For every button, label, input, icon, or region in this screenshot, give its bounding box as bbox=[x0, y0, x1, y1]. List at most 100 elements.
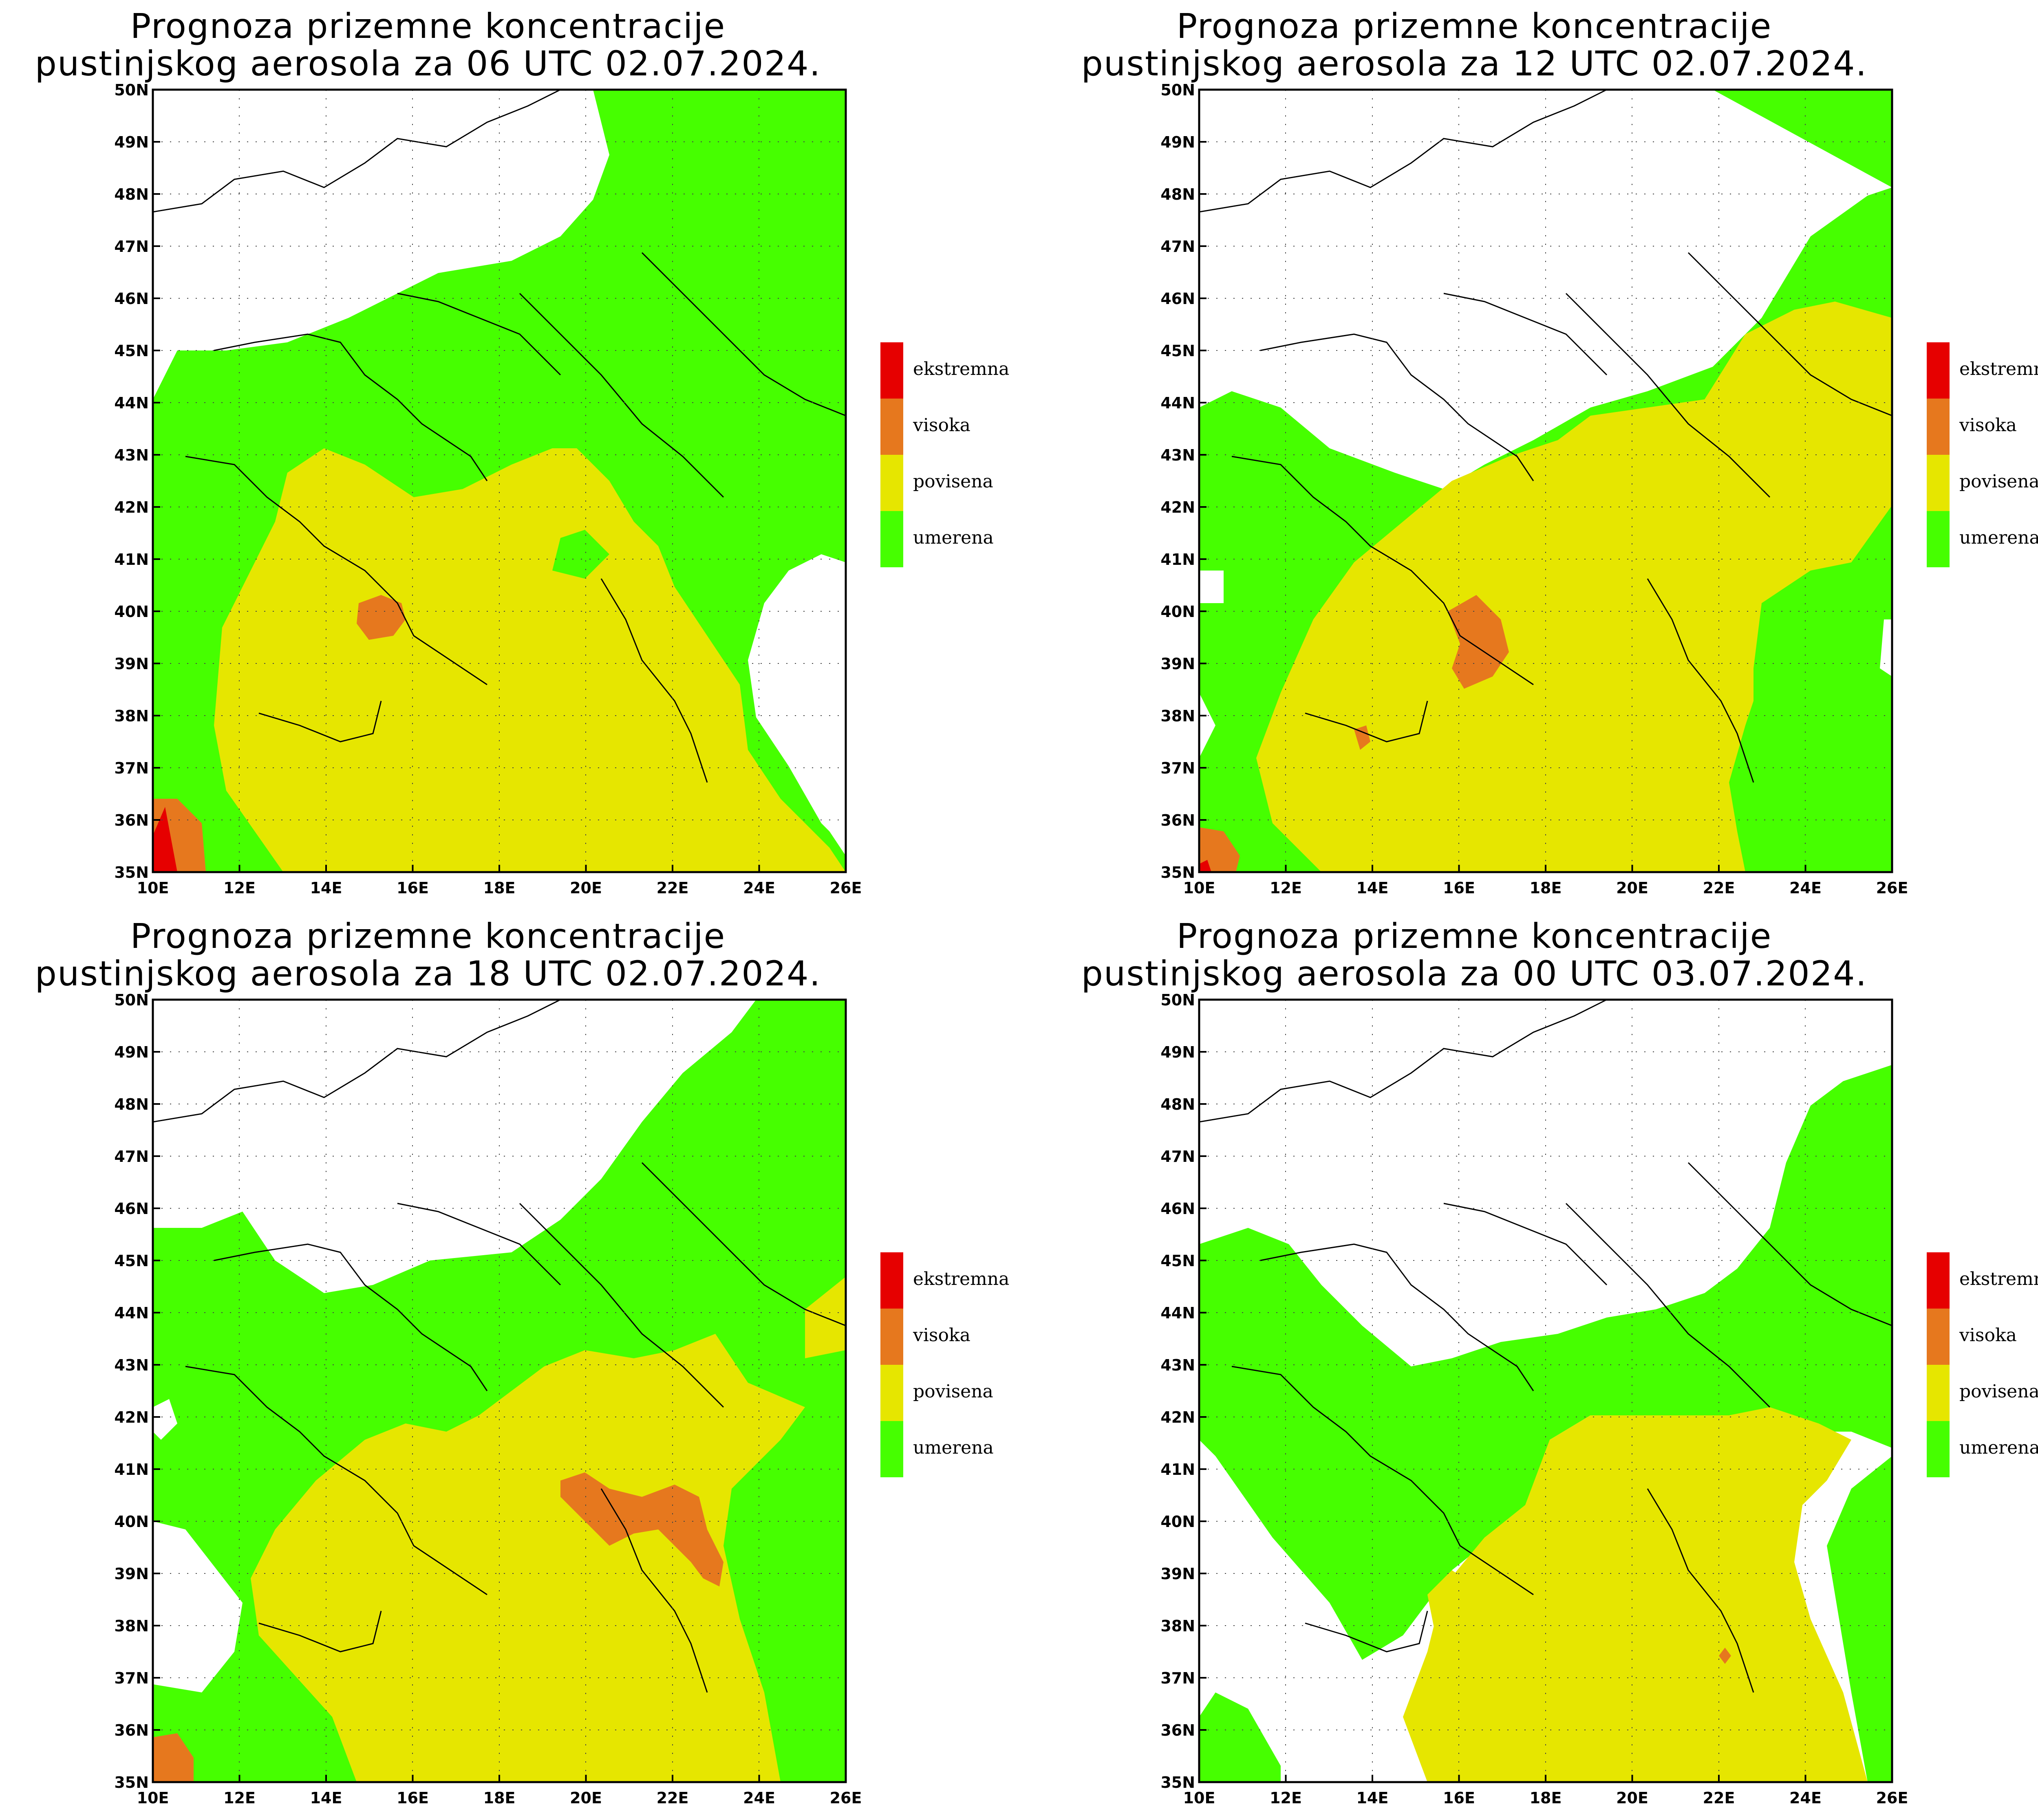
legend-swatch-ekstremna bbox=[880, 1252, 903, 1309]
map-title-line2: pustinjskog aerosola za 18 UTC 02.07.202… bbox=[35, 954, 821, 994]
legend-label-umerena: umerena bbox=[1959, 527, 2038, 548]
lat-tick-label: 36N bbox=[1160, 1721, 1195, 1739]
lon-tick-label: 24E bbox=[1789, 1789, 1822, 1807]
zone-povisena bbox=[214, 448, 846, 872]
lat-tick-label: 39N bbox=[114, 655, 149, 673]
lat-tick-label: 49N bbox=[114, 1043, 149, 1061]
lon-axis: 10E 12E 14E 16E 18E 20E 22E 24E 26E bbox=[1183, 865, 1908, 897]
lat-tick-label: 39N bbox=[1160, 655, 1195, 673]
lat-tick-label: 49N bbox=[114, 133, 149, 151]
lon-tick-label: 16E bbox=[1443, 879, 1475, 897]
lat-tick-label: 37N bbox=[1160, 1669, 1195, 1687]
legend-swatch-povisena bbox=[1927, 455, 1950, 511]
lat-tick-label: 38N bbox=[1160, 1617, 1195, 1635]
lon-tick-label: 26E bbox=[830, 879, 862, 897]
legend-label-povisena: povisena bbox=[1959, 1381, 2038, 1402]
zone-visoka bbox=[357, 595, 406, 640]
lat-tick-label: 35N bbox=[114, 1774, 149, 1791]
lat-tick-label: 37N bbox=[114, 759, 149, 777]
lon-tick-label: 26E bbox=[1876, 1789, 1908, 1807]
lon-tick-label: 22E bbox=[657, 1789, 689, 1807]
lon-tick-label: 10E bbox=[1183, 879, 1215, 897]
lon-tick-label: 18E bbox=[1530, 879, 1562, 897]
lat-tick-label: 49N bbox=[1160, 133, 1195, 151]
lat-tick-label: 47N bbox=[114, 1148, 149, 1166]
legend-label-ekstremna: ekstremna bbox=[913, 1269, 1009, 1289]
lon-tick-label: 20E bbox=[1616, 879, 1648, 897]
map-panel-12utc: Prognoza prizemne koncentracije pustinjs… bbox=[1046, 0, 2038, 910]
legend-swatch-visoka bbox=[1927, 399, 1950, 455]
zone-visoka bbox=[560, 1472, 723, 1586]
lon-tick-label: 18E bbox=[483, 1789, 516, 1807]
legend: ekstremna visoka povisena umerena bbox=[1927, 1252, 2038, 1477]
zone-visoka bbox=[1719, 1648, 1731, 1664]
lat-tick-label: 40N bbox=[1160, 1513, 1195, 1531]
lat-tick-label: 43N bbox=[1160, 1356, 1195, 1374]
map-title: Prognoza prizemne koncentracije pustinjs… bbox=[0, 7, 856, 82]
map-title: Prognoza prizemne koncentracije pustinjs… bbox=[1046, 7, 1902, 82]
legend-swatch-umerena bbox=[880, 1421, 903, 1477]
lat-tick-label: 43N bbox=[1160, 446, 1195, 464]
lat-tick-label: 48N bbox=[114, 185, 149, 203]
lat-tick-label: 35N bbox=[114, 864, 149, 881]
lat-tick-label: 41N bbox=[1160, 551, 1195, 568]
lon-tick-label: 12E bbox=[1270, 879, 1302, 897]
map-title-line1: Prognoza prizemne koncentracije bbox=[1176, 6, 1772, 46]
zone-visoka bbox=[1448, 595, 1509, 689]
legend-label-povisena: povisena bbox=[1959, 471, 2038, 492]
lat-tick-label: 39N bbox=[1160, 1565, 1195, 1583]
lat-tick-label: 46N bbox=[1160, 1200, 1195, 1218]
lon-tick-label: 24E bbox=[743, 879, 775, 897]
legend: ekstremna visoka povisena umerena bbox=[880, 342, 1009, 567]
legend-swatch-ekstremna bbox=[1927, 1252, 1950, 1309]
lat-tick-label: 38N bbox=[114, 1617, 149, 1635]
lat-tick-label: 48N bbox=[114, 1095, 149, 1113]
map-title: Prognoza prizemne koncentracije pustinjs… bbox=[1046, 917, 1902, 992]
lon-tick-label: 26E bbox=[1876, 879, 1908, 897]
lat-tick-label: 37N bbox=[1160, 759, 1195, 777]
legend: ekstremna visoka povisena umerena bbox=[880, 1252, 1009, 1477]
lat-tick-label: 49N bbox=[1160, 1043, 1195, 1061]
lon-tick-label: 14E bbox=[310, 879, 342, 897]
legend-swatch-ekstremna bbox=[880, 342, 903, 399]
lat-tick-label: 48N bbox=[1160, 1095, 1195, 1113]
map-title-line1: Prognoza prizemne koncentracije bbox=[1176, 916, 1772, 956]
lat-tick-label: 43N bbox=[114, 1356, 149, 1374]
lat-tick-label: 45N bbox=[114, 342, 149, 360]
lat-tick-label: 35N bbox=[1160, 864, 1195, 881]
lat-tick-label: 47N bbox=[1160, 1148, 1195, 1166]
zone-povisena bbox=[251, 1334, 805, 1782]
lon-tick-label: 10E bbox=[137, 879, 169, 897]
legend-label-visoka: visoka bbox=[913, 1325, 970, 1346]
lat-tick-label: 50N bbox=[1160, 81, 1195, 99]
forecast-map: 35N 36N 37N 38N 39N 40N 41N 42N 43N 44N 45N 46N 47N 4… bbox=[1160, 991, 2038, 1807]
lon-tick-label: 20E bbox=[570, 879, 602, 897]
legend-swatch-povisena bbox=[880, 455, 903, 511]
lat-tick-label: 41N bbox=[114, 551, 149, 568]
map-title: Prognoza prizemne koncentracije pustinjs… bbox=[0, 917, 856, 992]
lon-axis: 10E 12E 14E 16E 18E 20E 22E 24E 26E bbox=[137, 1775, 862, 1807]
lat-tick-label: 39N bbox=[114, 1565, 149, 1583]
lat-tick-label: 42N bbox=[114, 498, 149, 516]
legend-label-ekstremna: ekstremna bbox=[1959, 359, 2038, 379]
map-title-line1: Prognoza prizemne koncentracije bbox=[130, 916, 726, 956]
lon-tick-label: 12E bbox=[223, 879, 256, 897]
lon-tick-label: 14E bbox=[310, 1789, 342, 1807]
lat-tick-label: 35N bbox=[1160, 1774, 1195, 1791]
lat-tick-label: 37N bbox=[114, 1669, 149, 1687]
lon-axis: 10E 12E 14E 16E 18E 20E 22E 24E 26E bbox=[1183, 1775, 1908, 1807]
lat-tick-label: 50N bbox=[114, 81, 149, 99]
legend-swatch-visoka bbox=[880, 399, 903, 455]
lat-tick-label: 44N bbox=[114, 1304, 149, 1322]
lat-tick-label: 47N bbox=[1160, 238, 1195, 256]
forecast-map: 35N 36N 37N 38N 39N 40N 41N 42N 43N 44N 45N 46N 47N 4… bbox=[114, 81, 1009, 897]
legend-label-povisena: povisena bbox=[913, 1381, 993, 1402]
lon-tick-label: 18E bbox=[483, 879, 516, 897]
lat-tick-label: 38N bbox=[1160, 707, 1195, 725]
lon-tick-label: 20E bbox=[570, 1789, 602, 1807]
zone-povisena bbox=[1256, 302, 1892, 872]
map-panel-06utc: Prognoza prizemne koncentracije pustinjs… bbox=[0, 0, 1046, 910]
legend-swatch-visoka bbox=[1927, 1309, 1950, 1365]
map-title-line2: pustinjskog aerosola za 06 UTC 02.07.202… bbox=[35, 44, 821, 84]
lat-tick-label: 38N bbox=[114, 707, 149, 725]
